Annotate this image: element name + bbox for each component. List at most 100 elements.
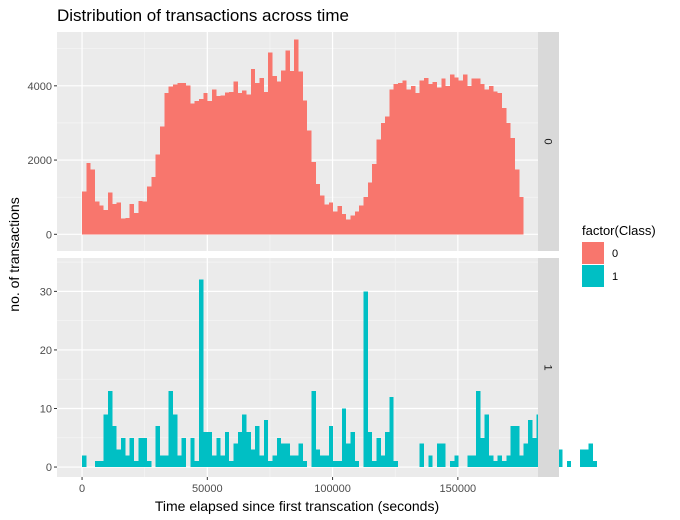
y-tick-label: 30: [40, 286, 52, 298]
histogram-bar: [389, 89, 394, 235]
x-tick-label: 0: [79, 483, 85, 495]
histogram-bar: [346, 219, 351, 235]
legend: factor(Class) 0 1: [582, 223, 656, 287]
y-tick-label: 0: [46, 229, 52, 241]
histogram-bar: [428, 83, 433, 235]
histogram-bar: [350, 215, 355, 235]
histogram-bar: [419, 443, 425, 468]
histogram-bar: [86, 163, 91, 235]
histogram-bar: [90, 169, 96, 235]
histogram-bar: [259, 455, 264, 468]
histogram-bar: [168, 390, 173, 468]
histogram-bar: [437, 87, 442, 235]
histogram-bar: [484, 414, 489, 468]
histogram-bar: [242, 414, 247, 468]
histogram-bar: [588, 443, 593, 468]
histogram-bar: [341, 213, 347, 235]
histogram-bar: [333, 461, 338, 468]
histogram-bar: [380, 455, 386, 468]
histogram-bar: [302, 100, 308, 235]
histogram-bar: [337, 461, 342, 468]
histogram-bar: [385, 116, 390, 235]
histogram-bar: [346, 443, 351, 468]
y-tick-label: 10: [40, 403, 52, 415]
histogram-bar: [181, 437, 186, 468]
histogram-bar: [159, 126, 165, 235]
y-tick-label: 20: [40, 345, 52, 357]
histogram-bar: [129, 437, 135, 468]
histogram-bar: [289, 70, 295, 235]
histogram-bar: [411, 85, 416, 235]
histogram-bar: [112, 203, 117, 235]
histogram-bar: [514, 169, 520, 235]
histogram-bar: [246, 431, 251, 468]
x-tick-label: 100000: [314, 483, 351, 495]
histogram-bar: [207, 431, 212, 468]
histogram-bar: [519, 197, 524, 235]
histogram-bar: [177, 455, 182, 468]
histogram-bar: [402, 80, 407, 235]
histogram-bar: [372, 461, 377, 468]
histogram-bar: [95, 201, 100, 235]
chart-title: Distribution of transactions across time: [57, 6, 349, 25]
histogram-bar: [108, 192, 113, 235]
histogram-bar: [441, 443, 446, 468]
legend-title: factor(Class): [582, 223, 656, 238]
histogram-bar: [354, 461, 360, 468]
histogram-bar: [367, 431, 373, 468]
histogram-bar: [437, 443, 442, 468]
histogram-bar: [181, 83, 186, 235]
histogram-bar: [289, 455, 295, 468]
histogram-bar: [211, 89, 217, 235]
histogram-bar: [129, 203, 135, 235]
histogram-bar: [224, 92, 230, 235]
histogram-bar: [406, 89, 412, 235]
histogram-bar: [216, 96, 221, 235]
panel-class-1: 0 10 20 30 1: [40, 258, 598, 477]
histogram-bar: [172, 84, 178, 235]
histogram-bar: [281, 70, 286, 235]
histogram-bar: [246, 94, 251, 235]
histogram-bar: [380, 122, 386, 235]
histogram-bar: [497, 93, 502, 235]
histogram-bar: [198, 279, 204, 468]
histogram-bar: [134, 212, 139, 235]
histogram-bar: [259, 78, 264, 235]
histogram-bar: [328, 426, 334, 468]
histogram-bar: [82, 191, 87, 235]
histogram-bar: [497, 455, 502, 468]
histogram-bar: [229, 92, 234, 235]
y-tick-label: 0: [46, 462, 52, 474]
histogram-bar: [220, 95, 225, 235]
histogram-bar: [519, 455, 524, 468]
histogram-bar: [467, 85, 472, 235]
histogram-bar: [579, 449, 585, 468]
histogram-bar: [95, 461, 100, 468]
histogram-bar: [121, 218, 126, 235]
histogram-bar: [250, 69, 256, 235]
x-axis-ticks: 0 50000 100000 150000: [79, 477, 476, 495]
y-axis-ticks: 0 10 20 30: [40, 286, 57, 474]
histogram-bar: [229, 461, 234, 468]
histogram-bar: [103, 414, 109, 468]
histogram-bar: [527, 420, 533, 468]
histogram-bar: [510, 426, 515, 468]
histogram-bar: [510, 137, 515, 235]
histogram-bar: [506, 455, 511, 468]
y-tick-label: 2000: [28, 155, 52, 167]
histogram-bar: [233, 443, 238, 468]
histogram-bar: [523, 443, 528, 468]
histogram-bar: [363, 197, 368, 235]
histogram-bar: [475, 78, 481, 235]
histogram-bar: [480, 83, 485, 235]
histogram-bar: [108, 390, 113, 468]
histogram-bar: [194, 461, 199, 468]
facet-strip: [538, 258, 559, 477]
histogram-bar: [389, 396, 394, 468]
histogram-bar: [142, 201, 147, 235]
histogram-bar: [311, 390, 316, 468]
histogram-bar: [294, 455, 299, 468]
facet-strip-label: 1: [542, 364, 554, 370]
histogram-bar: [506, 122, 511, 235]
